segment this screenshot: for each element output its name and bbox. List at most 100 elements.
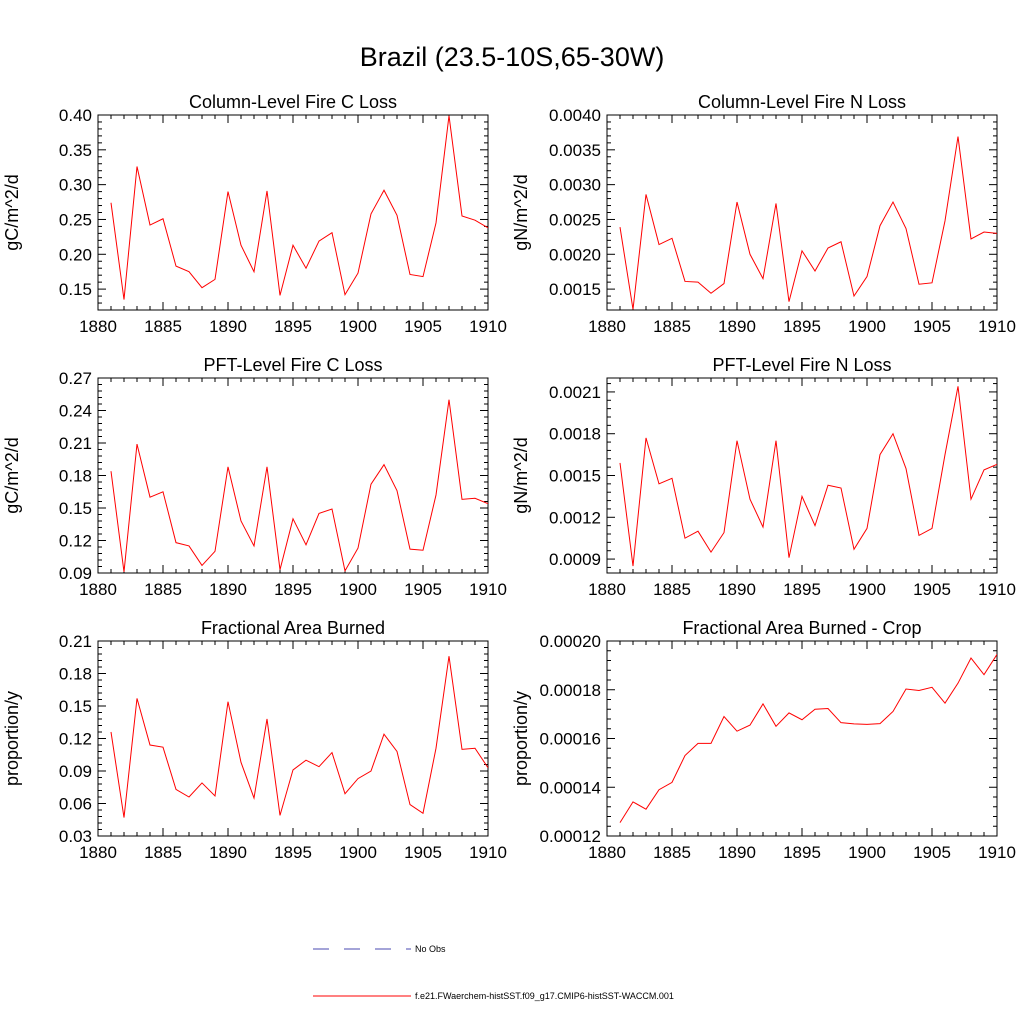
panels: Column-Level Fire C Loss gC/m^2/d 1880 1885… — [2, 92, 1016, 862]
legend-model-label: f.e21.FWaerchem-histSST.f09_g17.CMIP6-hi… — [415, 991, 674, 1001]
x-tick-label: 1885 — [653, 580, 691, 599]
x-tick-label: 1905 — [913, 843, 951, 862]
x-tick-label: 1895 — [783, 317, 821, 336]
y-axis-label: proportion/y — [2, 691, 22, 786]
panel-3: PFT-Level Fire C Loss gC/m^2/d 1880 1885 189… — [2, 355, 507, 599]
panel-4: PFT-Level Fire N Loss gN/m^2/d 1880 1885 189… — [511, 355, 1016, 599]
y-tick-label: 0.30 — [59, 176, 92, 195]
x-tick-label: 1890 — [718, 317, 756, 336]
x-tick-label: 1905 — [404, 580, 442, 599]
x-tick-label: 1905 — [913, 317, 951, 336]
panel-1: Column-Level Fire C Loss gC/m^2/d 1880 1885… — [2, 92, 507, 336]
y-tick-label: 0.0030 — [549, 176, 601, 195]
series-line-1 — [619, 386, 997, 567]
panel-title: Column-Level Fire C Loss — [189, 92, 397, 112]
x-tick-label: 1895 — [783, 580, 821, 599]
y-tick-label: 0.00018 — [540, 681, 601, 700]
x-tick-label: 1910 — [978, 580, 1016, 599]
x-tick-label: 1880 — [588, 580, 626, 599]
x-tick-label: 1910 — [978, 317, 1016, 336]
y-axis-label: gC/m^2/d — [2, 437, 22, 513]
x-tick-label: 1880 — [588, 843, 626, 862]
x-tick-label: 1905 — [913, 580, 951, 599]
y-tick-label: 0.09 — [59, 564, 92, 583]
main-title: Brazil (23.5-10S,65-30W) — [360, 42, 665, 72]
y-tick-label: 0.15 — [59, 280, 92, 299]
panel-title: Fractional Area Burned — [201, 618, 385, 638]
y-tick-label: 0.09 — [59, 762, 92, 781]
x-tick-label: 1900 — [848, 317, 886, 336]
legend: No Obs f.e21.FWaerchem-histSST.f09_g17.C… — [313, 944, 674, 1001]
panel-title: Fractional Area Burned - Crop — [682, 618, 921, 638]
x-tick-label: 1890 — [209, 317, 247, 336]
plot-frame — [97, 377, 489, 574]
x-tick-label: 1885 — [653, 843, 691, 862]
x-tick-label: 1890 — [209, 843, 247, 862]
plot-frame — [606, 640, 998, 837]
plot-frame — [97, 114, 489, 311]
y-tick-label: 0.18 — [59, 665, 92, 684]
x-tick-label: 1910 — [469, 843, 507, 862]
y-tick-label: 0.0015 — [549, 280, 601, 299]
y-axis-label: gN/m^2/d — [511, 174, 531, 250]
y-tick-label: 0.00012 — [540, 827, 601, 846]
panel-2: Column-Level Fire N Loss gN/m^2/d 1880 1885… — [511, 92, 1016, 336]
panel-title: Column-Level Fire N Loss — [698, 92, 906, 112]
x-tick-label: 1900 — [339, 317, 377, 336]
x-tick-label: 1885 — [144, 843, 182, 862]
y-tick-label: 0.03 — [59, 827, 92, 846]
y-tick-label: 0.0040 — [549, 106, 601, 125]
x-tick-label: 1890 — [718, 580, 756, 599]
x-tick-label: 1880 — [588, 317, 626, 336]
x-tick-label: 1890 — [209, 580, 247, 599]
y-axis-label: gN/m^2/d — [511, 437, 531, 513]
y-tick-label: 0.12 — [59, 532, 92, 551]
y-tick-label: 0.35 — [59, 141, 92, 160]
y-tick-label: 0.00016 — [540, 730, 601, 749]
series-line-1 — [110, 115, 488, 300]
y-tick-label: 0.20 — [59, 245, 92, 264]
x-tick-label: 1905 — [404, 317, 442, 336]
series-line-1 — [619, 136, 997, 310]
x-tick-label: 1910 — [469, 580, 507, 599]
y-tick-label: 0.0035 — [549, 141, 601, 160]
y-tick-label: 0.0012 — [549, 508, 601, 527]
x-tick-label: 1905 — [404, 843, 442, 862]
y-tick-label: 0.0018 — [549, 425, 601, 444]
x-tick-label: 1910 — [978, 843, 1016, 862]
x-tick-label: 1890 — [718, 843, 756, 862]
x-tick-label: 1880 — [79, 580, 117, 599]
x-tick-label: 1895 — [274, 843, 312, 862]
x-tick-label: 1880 — [79, 843, 117, 862]
x-tick-label: 1880 — [79, 317, 117, 336]
x-tick-label: 1900 — [339, 580, 377, 599]
x-tick-label: 1895 — [274, 580, 312, 599]
y-tick-label: 0.12 — [59, 730, 92, 749]
y-tick-label: 0.27 — [59, 369, 92, 388]
x-tick-label: 1885 — [144, 317, 182, 336]
series-line-1 — [619, 654, 997, 823]
series-line-1 — [110, 399, 488, 573]
y-tick-label: 0.0020 — [549, 245, 601, 264]
plot-frame — [606, 114, 998, 311]
y-tick-label: 0.00020 — [540, 632, 601, 651]
panel-title: PFT-Level Fire N Loss — [712, 355, 891, 375]
y-tick-label: 0.15 — [59, 499, 92, 518]
y-tick-label: 0.21 — [59, 434, 92, 453]
x-tick-label: 1895 — [783, 843, 821, 862]
y-axis-label: proportion/y — [511, 691, 531, 786]
y-tick-label: 0.06 — [59, 795, 92, 814]
x-tick-label: 1900 — [848, 580, 886, 599]
y-tick-label: 0.0025 — [549, 210, 601, 229]
plot-frame — [97, 640, 489, 837]
y-tick-label: 0.00014 — [540, 778, 601, 797]
series-line-1 — [110, 656, 488, 818]
x-tick-label: 1895 — [274, 317, 312, 336]
y-tick-label: 0.40 — [59, 106, 92, 125]
x-tick-label: 1910 — [469, 317, 507, 336]
panel-6: Fractional Area Burned - Crop proportion/… — [511, 618, 1016, 862]
y-tick-label: 0.0015 — [549, 467, 601, 486]
y-axis-label: gC/m^2/d — [2, 174, 22, 250]
